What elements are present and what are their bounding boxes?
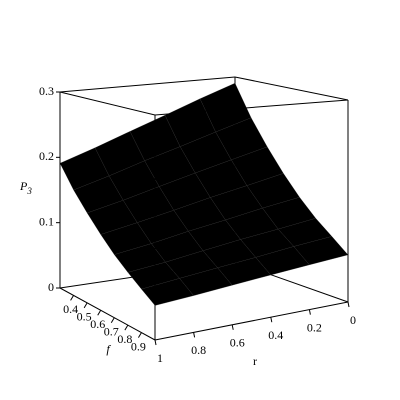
x-tick-label: 0.6 bbox=[230, 336, 245, 350]
box-edge bbox=[234, 76, 349, 101]
x-tick bbox=[270, 317, 273, 323]
x-tick-label: 0.2 bbox=[307, 320, 322, 334]
z-tick-label: 0.3 bbox=[39, 84, 54, 98]
x-axis-label: r bbox=[253, 354, 257, 368]
z-tick-label: 0 bbox=[48, 280, 54, 294]
x-tick bbox=[347, 301, 350, 308]
x-tick bbox=[308, 309, 311, 315]
x-tick bbox=[231, 324, 234, 330]
y-tick bbox=[110, 317, 115, 323]
box-edge bbox=[154, 99, 349, 116]
y-tick-label: 0.8 bbox=[117, 332, 132, 346]
y-tick-label: 0.4 bbox=[63, 302, 78, 316]
box-edge bbox=[59, 76, 236, 93]
z-tick-label: 0.1 bbox=[39, 214, 54, 228]
x-tick-label: 1 bbox=[157, 351, 163, 365]
y-tick bbox=[137, 332, 142, 338]
z-axis-label-text: P bbox=[19, 179, 28, 193]
x-tick-label: 0.4 bbox=[268, 328, 283, 342]
y-tick-label: 0.6 bbox=[90, 317, 105, 331]
y-tick-label: 0.9 bbox=[131, 339, 146, 353]
x-tick bbox=[193, 332, 196, 338]
z-axis-label: P3 bbox=[19, 179, 32, 196]
x-tick-label: 0.8 bbox=[191, 343, 206, 357]
y-tick bbox=[97, 310, 102, 316]
y-tick-label: 0.5 bbox=[77, 310, 92, 324]
y-tick bbox=[83, 302, 88, 309]
z-axis-label-subscript: 3 bbox=[26, 186, 32, 196]
z-tick-label: 0.2 bbox=[39, 149, 54, 163]
x-tick bbox=[154, 339, 157, 346]
box-edge bbox=[154, 301, 349, 341]
y-tick-label: 0.7 bbox=[104, 324, 119, 338]
box-edge bbox=[59, 91, 156, 116]
box-edge bbox=[59, 287, 156, 341]
y-tick bbox=[70, 295, 75, 301]
y-tick bbox=[124, 324, 129, 331]
x-tick-label: 0 bbox=[350, 313, 356, 327]
y-axis-label: f bbox=[106, 342, 111, 356]
